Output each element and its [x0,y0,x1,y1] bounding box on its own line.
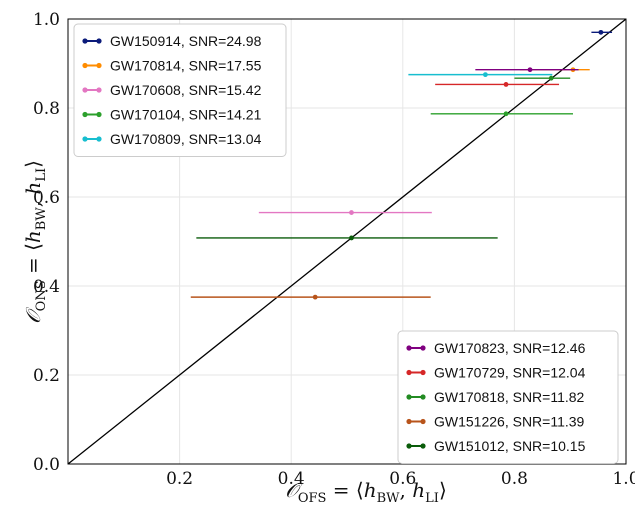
x-tick-label: 0.8 [501,469,528,489]
legend-label: GW170809, SNR=13.04 [110,131,262,147]
legend-label: GW151012, SNR=10.15 [434,438,586,454]
svg-text:𝒪ONS = ⟨hBW, hLI⟩: 𝒪ONS = ⟨hBW, hLI⟩ [21,160,49,324]
data-point [503,111,509,117]
series-point-group [514,75,571,81]
legend-entry: GW170104, SNR=14.21 [82,107,262,123]
legend-swatch-dot [406,369,412,376]
legend-swatch-dot [420,345,426,351]
y-tick-label: 0.6 [33,188,60,208]
legend-box [397,330,619,464]
legend-swatch-dot [406,418,412,425]
legend-upper-left: GW150914, SNR=24.98 GW170814, SNR=17.55 GW… [73,23,287,157]
legend-swatch-dot [82,87,88,93]
data-point [482,72,488,78]
legend-entry: GW170729, SNR=12.04 [406,365,586,381]
legend-swatch-dot [96,111,102,118]
data-point [312,294,318,300]
legend-entry: GW170818, SNR=11.82 [406,389,585,405]
y-tick-label: 0.4 [33,277,60,297]
series-point-group [196,235,498,241]
x-axis-label: 𝒪OFS = ⟨hBW, hLI⟩ [285,478,447,506]
data-point [503,82,509,87]
y-axis-label: 𝒪ONS = ⟨hBW, hLI⟩ [21,160,49,324]
data-marks [190,29,613,300]
legend-entry: GW170608, SNR=15.42 [82,82,262,98]
legend-swatch-dot [96,136,102,142]
series-point-group [190,294,431,300]
legend-label: GW170823, SNR=12.46 [434,340,586,356]
data-point [349,235,354,241]
svg-text:𝒪OFS = ⟨hBW, hLI⟩: 𝒪OFS = ⟨hBW, hLI⟩ [285,478,447,506]
legend-swatch-dot [96,62,102,69]
series-point-group [430,111,573,117]
series-point-group [258,210,432,215]
data-point [527,67,533,73]
legend-swatch-dot [420,394,426,400]
legend-swatch-dot [82,111,88,118]
x-tick-label: 0.2 [166,469,193,489]
y-tick-label: 0.0 [33,455,60,475]
legend-swatch-dot [406,443,412,449]
y-tick-label: 1.0 [33,10,60,30]
legend-swatch-dot [420,443,426,449]
data-point [548,75,554,81]
legend-entry: GW150914, SNR=24.98 [82,33,262,49]
series-point-group [591,29,613,35]
legend-label: GW170104, SNR=14.21 [110,107,262,123]
data-point [349,210,354,215]
legend-swatch-dot [96,38,102,44]
legend-swatch-dot [82,62,88,69]
tick-labels: 0.2 0.4 0.6 0.8 1.0 0.0 0.2 0.4 0.6 0.8 1.0 [33,10,635,489]
legend-label: GW170814, SNR=17.55 [110,58,262,74]
legend-entry: GW151012, SNR=10.15 [406,438,586,454]
x-tick-label: 0.4 [278,469,305,489]
x-tick-label: 1.0 [612,469,635,489]
legend-swatch-dot [420,418,426,425]
legend-entry: GW170814, SNR=17.55 [82,58,262,74]
legend-label: GW170729, SNR=12.04 [434,365,586,381]
data-point [598,29,604,35]
legend-entry: GW170823, SNR=12.46 [406,340,586,356]
legend-box [73,23,287,157]
diagonal-reference-line [67,18,627,465]
legend-swatch-dot [96,87,102,93]
legend-entry: GW151226, SNR=11.39 [406,414,585,430]
series-point-group [408,72,553,78]
x-tick-label: 0.6 [389,469,416,489]
legend-label: GW170818, SNR=11.82 [434,389,585,405]
y-tick-label: 0.2 [33,366,60,386]
legend-label: GW151226, SNR=11.39 [434,414,585,430]
legend-swatch-dot [406,345,412,351]
series-point-group [475,67,579,73]
legend-entry: GW170809, SNR=13.04 [82,131,262,147]
legend-lower-right: GW170823, SNR=12.46 GW170729, SNR=12.04 GW… [397,330,619,464]
legend-swatch-dot [82,136,88,142]
legend-swatch-dot [406,394,412,400]
legend-label: GW150914, SNR=24.98 [110,33,262,49]
plot-frame [67,18,627,465]
legend-swatch-dot [82,38,88,44]
legend-label: GW170608, SNR=15.42 [110,82,262,98]
legend-swatch-dot [420,369,426,376]
y-tick-label: 0.8 [33,99,60,119]
series-point-group [435,82,560,87]
